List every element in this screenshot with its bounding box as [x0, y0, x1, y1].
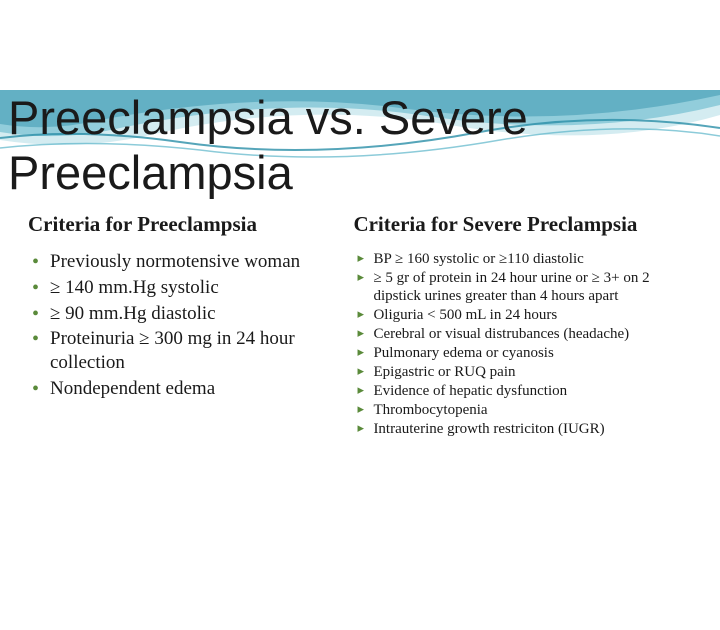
left-criteria-list: Previously normotensive woman ≥ 140 mm.H…: [28, 250, 333, 401]
list-item: ≥ 90 mm.Hg diastolic: [32, 302, 333, 326]
list-item: Nondependent edema: [32, 377, 333, 401]
left-column: Criteria for Preeclampsia Previously nor…: [28, 212, 333, 439]
right-heading: Criteria for Severe Preclampsia: [353, 212, 685, 236]
right-column: Criteria for Severe Preclampsia BP ≥ 160…: [353, 212, 685, 439]
list-item: Cerebral or visual distrubances (headach…: [357, 325, 685, 343]
right-criteria-list: BP ≥ 160 systolic or ≥110 diastolic ≥ 5 …: [353, 250, 685, 438]
list-item: Intrauterine growth restriciton (IUGR): [357, 420, 685, 438]
list-item: ≥ 5 gr of protein in 24 hour urine or ≥ …: [357, 269, 685, 305]
list-item: ≥ 140 mm.Hg systolic: [32, 276, 333, 300]
list-item: Thrombocytopenia: [357, 401, 685, 419]
list-item: Evidence of hepatic dysfunction: [357, 382, 685, 400]
page-title: Preeclampsia vs. Severe Preeclampsia: [8, 90, 712, 200]
list-item: Proteinuria ≥ 300 mg in 24 hour collecti…: [32, 327, 333, 375]
list-item: Epigastric or RUQ pain: [357, 363, 685, 381]
two-column-layout: Criteria for Preeclampsia Previously nor…: [8, 212, 712, 439]
list-item: Previously normotensive woman: [32, 250, 333, 274]
list-item: Oliguria < 500 mL in 24 hours: [357, 306, 685, 324]
list-item: BP ≥ 160 systolic or ≥110 diastolic: [357, 250, 685, 268]
list-item: Pulmonary edema or cyanosis: [357, 344, 685, 362]
left-heading: Criteria for Preeclampsia: [28, 212, 333, 236]
